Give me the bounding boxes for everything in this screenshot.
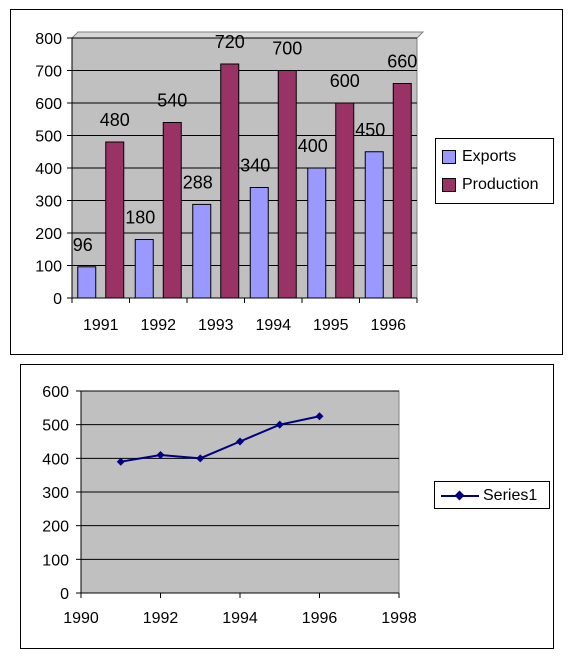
bar-production [392,83,412,299]
bar-production [335,102,355,299]
data-label-production: 540 [157,91,187,111]
y-tick-label: 600 [42,384,69,401]
data-label-exports: 180 [125,208,155,228]
series1-marker-icon [441,490,479,502]
x-tick-label: 1992 [140,317,176,334]
x-tick-label: 1991 [83,317,119,334]
line-chart-panel: 0 100 200 300 400 500 600 1990 1992 1994 1996 1998 … [20,364,554,649]
data-label-exports: 96 [73,235,93,255]
production-swatch [442,178,456,192]
y-tick-label: 0 [53,291,62,308]
data-label-production: 700 [272,39,302,59]
series1-point [116,457,125,466]
x-tick-label: 1998 [381,610,417,627]
legend-item-series1: Series1 [435,482,549,510]
series1-line [120,415,320,463]
line-chart-legend: Series1 [434,481,550,509]
x-tick-label: 1994 [255,317,291,334]
bar-exports [249,187,269,299]
bar-production [162,122,182,299]
series1-point [275,420,284,429]
bar-production [277,70,297,299]
exports-swatch [442,150,456,164]
data-label-exports: 288 [183,172,213,192]
bar-exports [307,167,327,299]
bar-exports [364,151,384,299]
plot-back-top [70,31,425,39]
x-tick-label: 1990 [63,610,99,627]
y-tick-label: 500 [35,129,62,146]
x-tick-label: 1994 [222,610,258,627]
y-tick-label: 800 [35,31,62,48]
legend-label-exports: Exports [462,148,517,165]
bar-production [220,63,240,299]
y-tick-label: 600 [35,96,62,113]
x-tick-label: 1992 [143,610,179,627]
data-label-production: 720 [215,32,245,52]
y-tick-label: 100 [35,259,62,276]
y-tick-label: 300 [42,485,69,502]
y-tick-label: 100 [42,552,69,569]
bar-chart-legend: Exports Production [435,138,554,204]
x-tick-label: 1996 [302,610,338,627]
series1-point [196,454,205,463]
legend-label-series1: Series1 [483,487,538,504]
x-tick-label: 1996 [370,317,406,334]
series1-point [236,437,244,446]
series1-point [315,412,324,421]
y-tick-label: 0 [60,586,69,603]
x-tick-label: 1995 [313,317,349,334]
y-tick-label: 500 [42,418,69,435]
legend-item-production: Production [436,171,553,199]
x-tick-label: 1993 [198,317,234,334]
bar-exports [192,203,212,299]
bar-exports [77,266,97,299]
legend-item-exports: Exports [436,143,553,171]
bar-chart: 0 100 200 300 400 500 600 700 800 1991 96 480 1992 18… [35,31,425,334]
y-tick-label: 700 [35,64,62,81]
y-tick-label: 200 [42,519,69,536]
data-label-exports: 450 [355,120,385,140]
data-label-production: 660 [387,52,417,72]
bar-production [105,141,125,299]
y-tick-label: 300 [35,194,62,211]
data-label-production: 480 [100,110,130,130]
data-label-exports: 400 [298,136,328,156]
data-label-exports: 340 [240,156,270,176]
y-tick-label: 400 [35,161,62,178]
bar-exports [134,239,154,299]
line-chart: 0 100 200 300 400 500 600 1990 1992 1994 1996 1998 [42,384,417,627]
y-tick-label: 400 [42,451,69,468]
legend-label-production: Production [462,176,539,193]
y-tick-label: 200 [35,226,62,243]
series1-point [156,450,165,459]
data-label-production: 600 [330,71,360,91]
bar-chart-panel: 0 100 200 300 400 500 600 700 800 1991 96 480 1992 18… [10,9,563,355]
